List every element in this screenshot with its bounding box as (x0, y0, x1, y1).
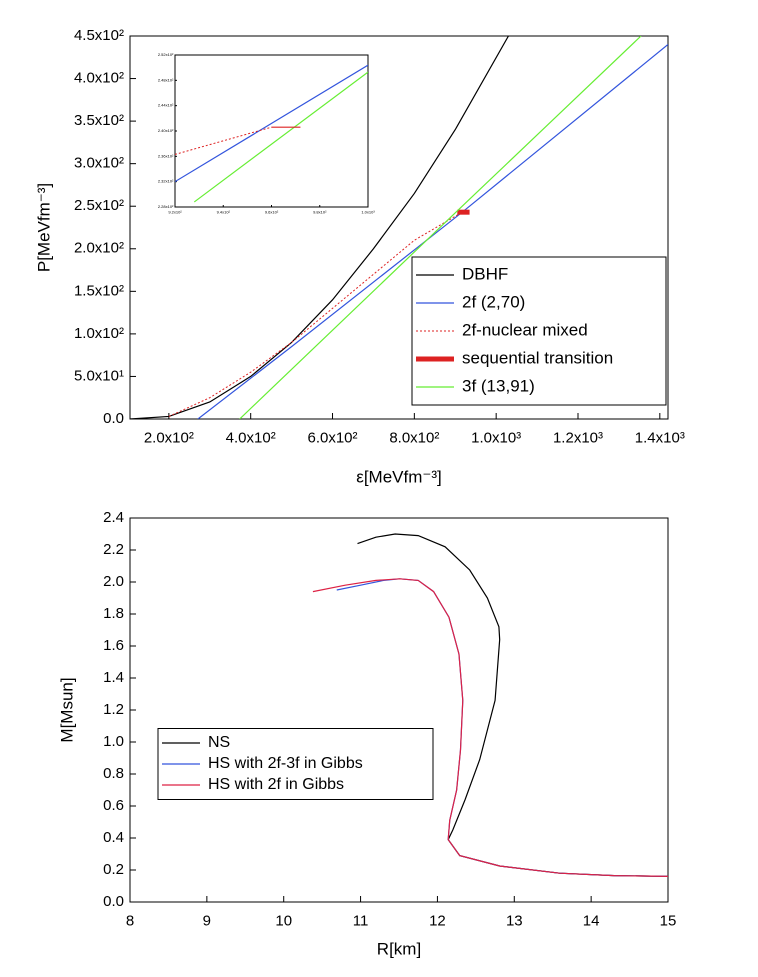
y-tick-label: 1.8 (103, 605, 124, 622)
x-tick-label: 8 (126, 912, 134, 929)
x-tick-label: 1.0x10³ (471, 429, 521, 446)
y-axis-label: P[MeVfm⁻³] (34, 183, 53, 272)
series-line (193, 71, 368, 203)
series-line (168, 211, 463, 417)
legend-label: 2f-nuclear mixed (462, 320, 588, 339)
y-tick-label: 0.2 (103, 861, 124, 878)
x-tick-label: 9.4x10² (217, 209, 231, 214)
y-tick-label: 0.4 (103, 829, 124, 846)
y-tick-label: 2.52x10² (158, 52, 174, 57)
y-tick-label: 2.0 (103, 573, 124, 590)
legend-label: HS with 2f in Gibbs (208, 776, 344, 793)
y-tick-label: 0.0 (103, 410, 124, 427)
y-tick-label: 0.0 (103, 893, 124, 910)
legend-label: sequential transition (462, 348, 613, 367)
x-tick-label: 12 (429, 912, 446, 929)
legend-label: NS (208, 734, 230, 751)
y-tick-label: 1.0x10² (74, 325, 124, 342)
y-axis-label: M[Msun] (57, 677, 76, 742)
y-tick-label: 2.5x10² (74, 197, 124, 214)
y-tick-label: 2.44x10² (158, 103, 174, 108)
y-tick-label: 0.6 (103, 797, 124, 814)
series-line (239, 36, 642, 419)
legend-label: DBHF (462, 264, 508, 283)
y-tick-label: 1.6 (103, 637, 124, 654)
x-tick-label: 15 (660, 912, 677, 929)
x-tick-label: 14 (583, 912, 600, 929)
y-tick-label: 5.0x10¹ (74, 367, 124, 384)
series-line (312, 578, 668, 877)
y-tick-label: 1.4 (103, 669, 124, 686)
x-tick-label: 1.2x10³ (553, 429, 603, 446)
series-line (197, 44, 668, 419)
x-tick-label: 9 (203, 912, 211, 929)
x-tick-label: 2.0x10² (144, 429, 194, 446)
legend-label: 3f (13,91) (462, 376, 535, 395)
y-tick-label: 3.0x10² (74, 155, 124, 172)
y-tick-label: 1.2 (103, 701, 124, 718)
x-tick-label: 11 (353, 912, 369, 929)
series-line (336, 578, 668, 877)
x-tick-label: 9.2x10² (168, 209, 182, 214)
x-tick-label: 10 (275, 912, 292, 929)
x-tick-label: 1.0x10³ (361, 209, 375, 214)
y-tick-label: 2.36x10² (158, 153, 174, 158)
legend-box (411, 256, 667, 406)
x-tick-label: 6.0x10² (307, 429, 357, 446)
x-tick-label: 1.4x10³ (635, 429, 685, 446)
y-tick-label: 1.0 (103, 733, 124, 750)
y-tick-label: 4.0x10² (74, 70, 124, 87)
series-line (175, 126, 272, 155)
y-tick-label: 2.0x10² (74, 240, 124, 257)
x-tick-label: 9.8x10² (313, 209, 327, 214)
series-line (130, 36, 509, 419)
y-tick-label: 0.8 (103, 765, 124, 782)
x-axis-label: R[km] (377, 939, 421, 958)
series-line (175, 64, 368, 183)
plot-frame (129, 35, 669, 420)
legend-box (157, 728, 434, 800)
legend-label: 2f (2,70) (462, 292, 525, 311)
x-tick-label: 8.0x10² (389, 429, 439, 446)
y-tick-label: 2.32x10² (158, 179, 174, 184)
x-tick-label: 9.6x10² (265, 209, 279, 214)
plot-frame (174, 54, 369, 208)
y-tick-label: 2.2 (103, 541, 124, 558)
legend-label: HS with 2f-3f in Gibbs (208, 755, 363, 772)
y-tick-label: 2.40x10² (158, 128, 174, 133)
y-tick-label: 3.5x10² (74, 112, 124, 129)
y-tick-label: 2.28x10² (158, 204, 174, 209)
y-tick-label: 1.5x10² (74, 282, 124, 299)
x-tick-label: 13 (506, 912, 523, 929)
y-tick-label: 2.4 (103, 509, 124, 526)
x-tick-label: 4.0x10² (226, 429, 276, 446)
y-tick-label: 4.5x10² (74, 27, 124, 44)
plot-frame (129, 517, 669, 903)
y-tick-label: 2.48x10² (158, 77, 174, 82)
series-line (357, 533, 668, 877)
x-axis-label: ε[MeVfm⁻³] (356, 467, 442, 486)
